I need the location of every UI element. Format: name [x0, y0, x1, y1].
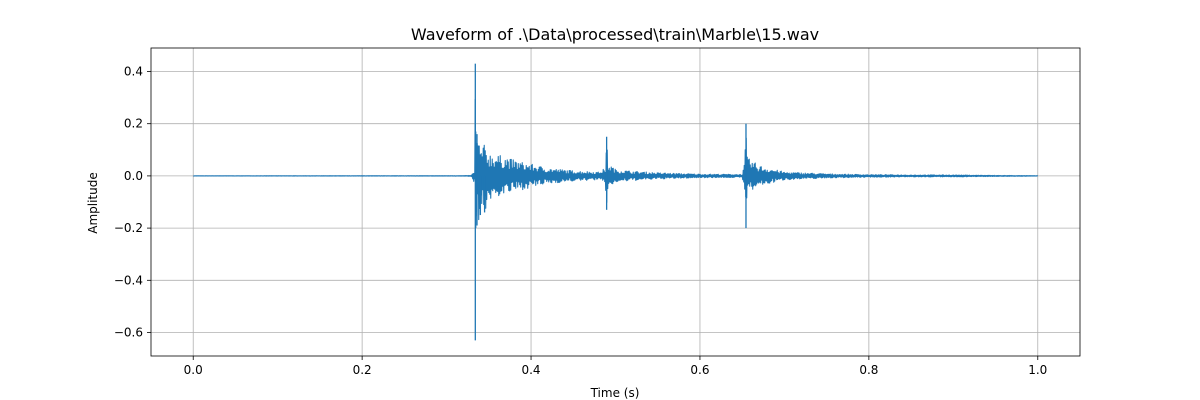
- x-tick-label: 1.0: [1028, 363, 1047, 377]
- y-tick-label: −0.6: [114, 326, 143, 340]
- axes: 0.0 0.2 0.4 0.6 0.8 1.0 −0.6 −0.4 −0.2 0.0 0.2 0.4: [114, 47, 1081, 377]
- x-tick-label: 0.6: [690, 363, 709, 377]
- y-tick-label: 0.2: [124, 117, 143, 131]
- y-tick-label: 0.4: [124, 64, 143, 78]
- plot-data: [193, 63, 1038, 341]
- waveform-line: [193, 98, 1038, 221]
- y-tick-label: 0.0: [124, 169, 143, 183]
- y-tick-label: −0.4: [114, 273, 143, 287]
- plot-frame: [150, 47, 1081, 357]
- x-axis-title: Time (s): [590, 386, 640, 400]
- x-tick-label: 0.0: [184, 363, 203, 377]
- x-tick-label: 0.2: [353, 363, 372, 377]
- y-tick-label: −0.2: [114, 221, 143, 235]
- x-tick-label: 0.4: [521, 363, 540, 377]
- y-axis-title: Amplitude: [86, 172, 100, 234]
- chart-title: Waveform of .\Data\processed\train\Marbl…: [411, 25, 819, 44]
- x-tick-label: 0.8: [859, 363, 878, 377]
